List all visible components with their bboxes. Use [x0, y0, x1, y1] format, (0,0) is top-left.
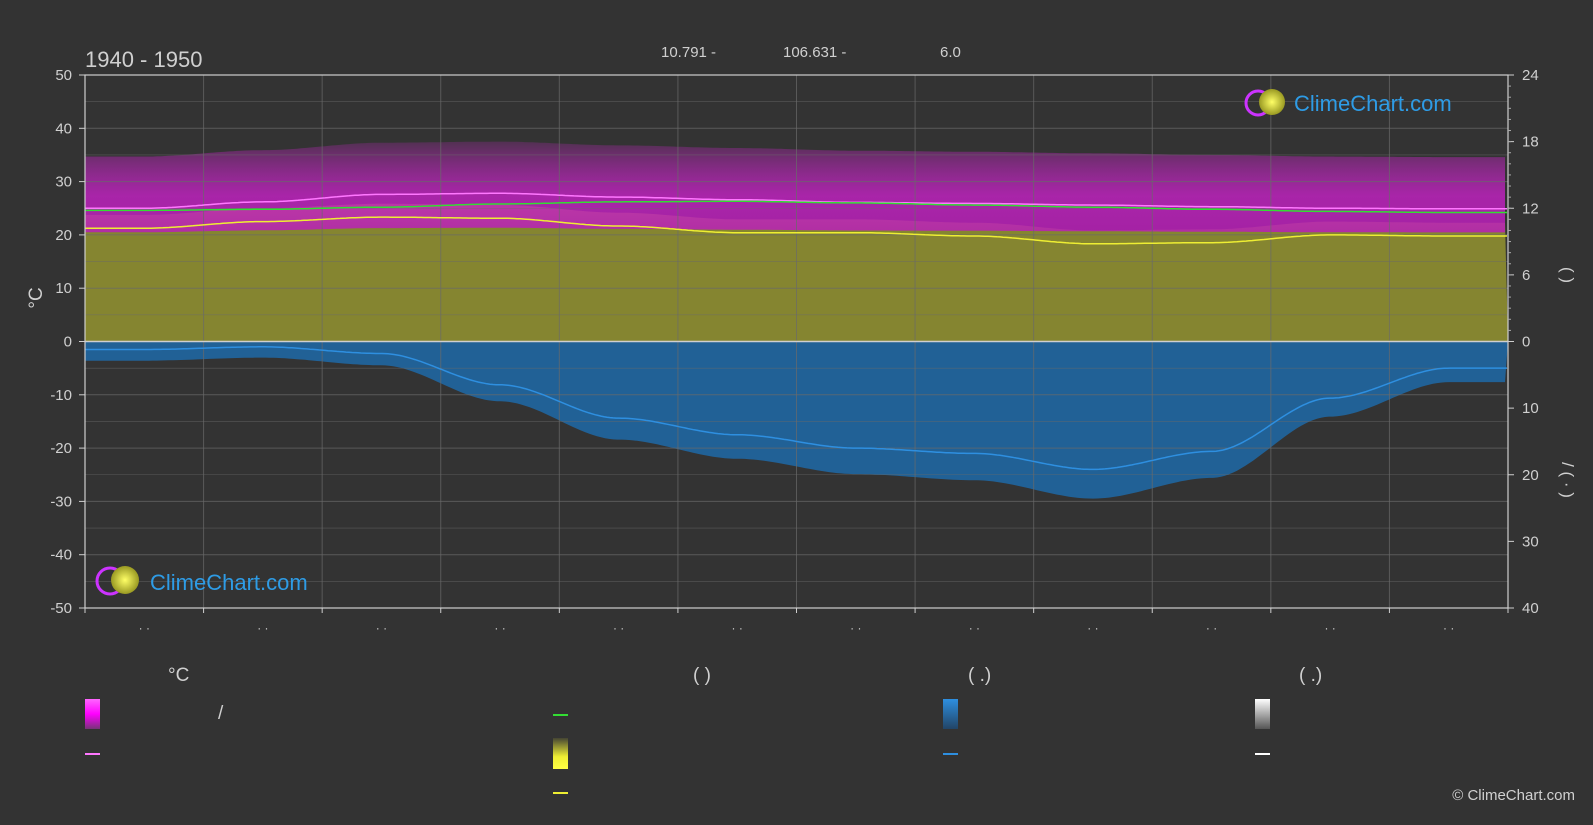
legend-header-snow: ( .) [1299, 665, 1323, 686]
header-value-lat: 10.791 - [661, 44, 716, 61]
series-line-max_temp [85, 192, 1507, 210]
y-right-top-tick-label: 24 [1522, 67, 1539, 84]
series-line-daylight_hours [85, 216, 1507, 245]
y-left-tick-label: 10 [55, 280, 72, 297]
chart-title: 1940 - 1950 [85, 47, 202, 72]
x-tick-label: · · [494, 621, 505, 635]
legend-swatch-snow [1255, 699, 1270, 729]
y-right-bottom-tick-label: 40 [1522, 600, 1539, 617]
y-left-tick-label: 40 [55, 120, 72, 137]
logo-bottom-text: ClimeChart.com [150, 570, 308, 595]
legend-swatch-daylight [553, 738, 568, 769]
y-right-bottom-tick-label: 20 [1522, 467, 1539, 484]
y-right-top-axis-label: ( ) [1558, 267, 1577, 283]
grid [85, 74, 1508, 609]
logo-sun-icon [111, 566, 139, 594]
logo-top: ClimeChart.com [1244, 89, 1452, 117]
logo-top-text: ClimeChart.com [1294, 91, 1452, 116]
y-left-tick-label: 20 [55, 227, 72, 244]
legend-swatch-precip [943, 699, 958, 729]
x-tick-label: · · [850, 621, 861, 635]
x-tick-label: · · [969, 621, 980, 635]
legend-slash: / [218, 703, 224, 724]
x-tick-label: · · [613, 621, 624, 635]
y-right-bottom-tick-label: 10 [1522, 400, 1539, 417]
x-tick-label: · · [1206, 621, 1217, 635]
y-right-bottom-tick-label: 30 [1522, 533, 1539, 550]
series-line-precip_mm [85, 346, 1507, 471]
x-tick-label: · · [139, 621, 150, 635]
y-left-tick-label: -50 [50, 600, 72, 617]
x-tick-label: · · [257, 621, 268, 635]
y-right-bottom-axis-label: / ( · ) [1558, 462, 1577, 498]
x-tick-label: · · [732, 621, 743, 635]
temperature-range-band [85, 141, 1505, 233]
y-right-top-tick-label: 6 [1522, 267, 1530, 284]
y-left-tick-label: -20 [50, 440, 72, 457]
y-left-tick-label: 50 [55, 67, 72, 84]
y-left-tick-label: 0 [64, 334, 72, 351]
x-tick-label: · · [376, 621, 387, 635]
header-value-lon: 106.631 - [783, 44, 846, 61]
legend-swatch-temp-range [85, 699, 100, 729]
y-left-tick-label: -40 [50, 547, 72, 564]
copyright: © ClimeChart.com [1452, 787, 1575, 804]
y-right-top-tick-label: 0 [1522, 334, 1530, 351]
y-left-tick-label: -30 [50, 493, 72, 510]
y-right-top-tick-label: 12 [1522, 200, 1539, 217]
series-lines [85, 192, 1507, 471]
x-tick-label: · · [1087, 621, 1098, 635]
x-tick-label: · · [1443, 621, 1454, 635]
y-left-tick-label: 30 [55, 174, 72, 191]
header-value-elev: 6.0 [940, 44, 961, 61]
y-left-tick-label: -10 [50, 387, 72, 404]
logo-sun-icon [1259, 89, 1285, 115]
axes: 50 40 30 20 10 0 -10 -20 -30 -40 -50 24 18 12 6 0 10 20 30… [50, 67, 1538, 635]
legend-header-temperature: °C [168, 665, 190, 686]
y-right-top-tick-label: 18 [1522, 134, 1539, 151]
y-left-axis-label: °C [26, 287, 47, 308]
legend-header-sun: ( ) [693, 665, 711, 686]
x-tick-label: · · [1324, 621, 1335, 635]
logo-bottom: ClimeChart.com [95, 566, 308, 596]
series-line-mean_temp [85, 200, 1507, 214]
legend-header-rain: ( .) [968, 665, 992, 686]
